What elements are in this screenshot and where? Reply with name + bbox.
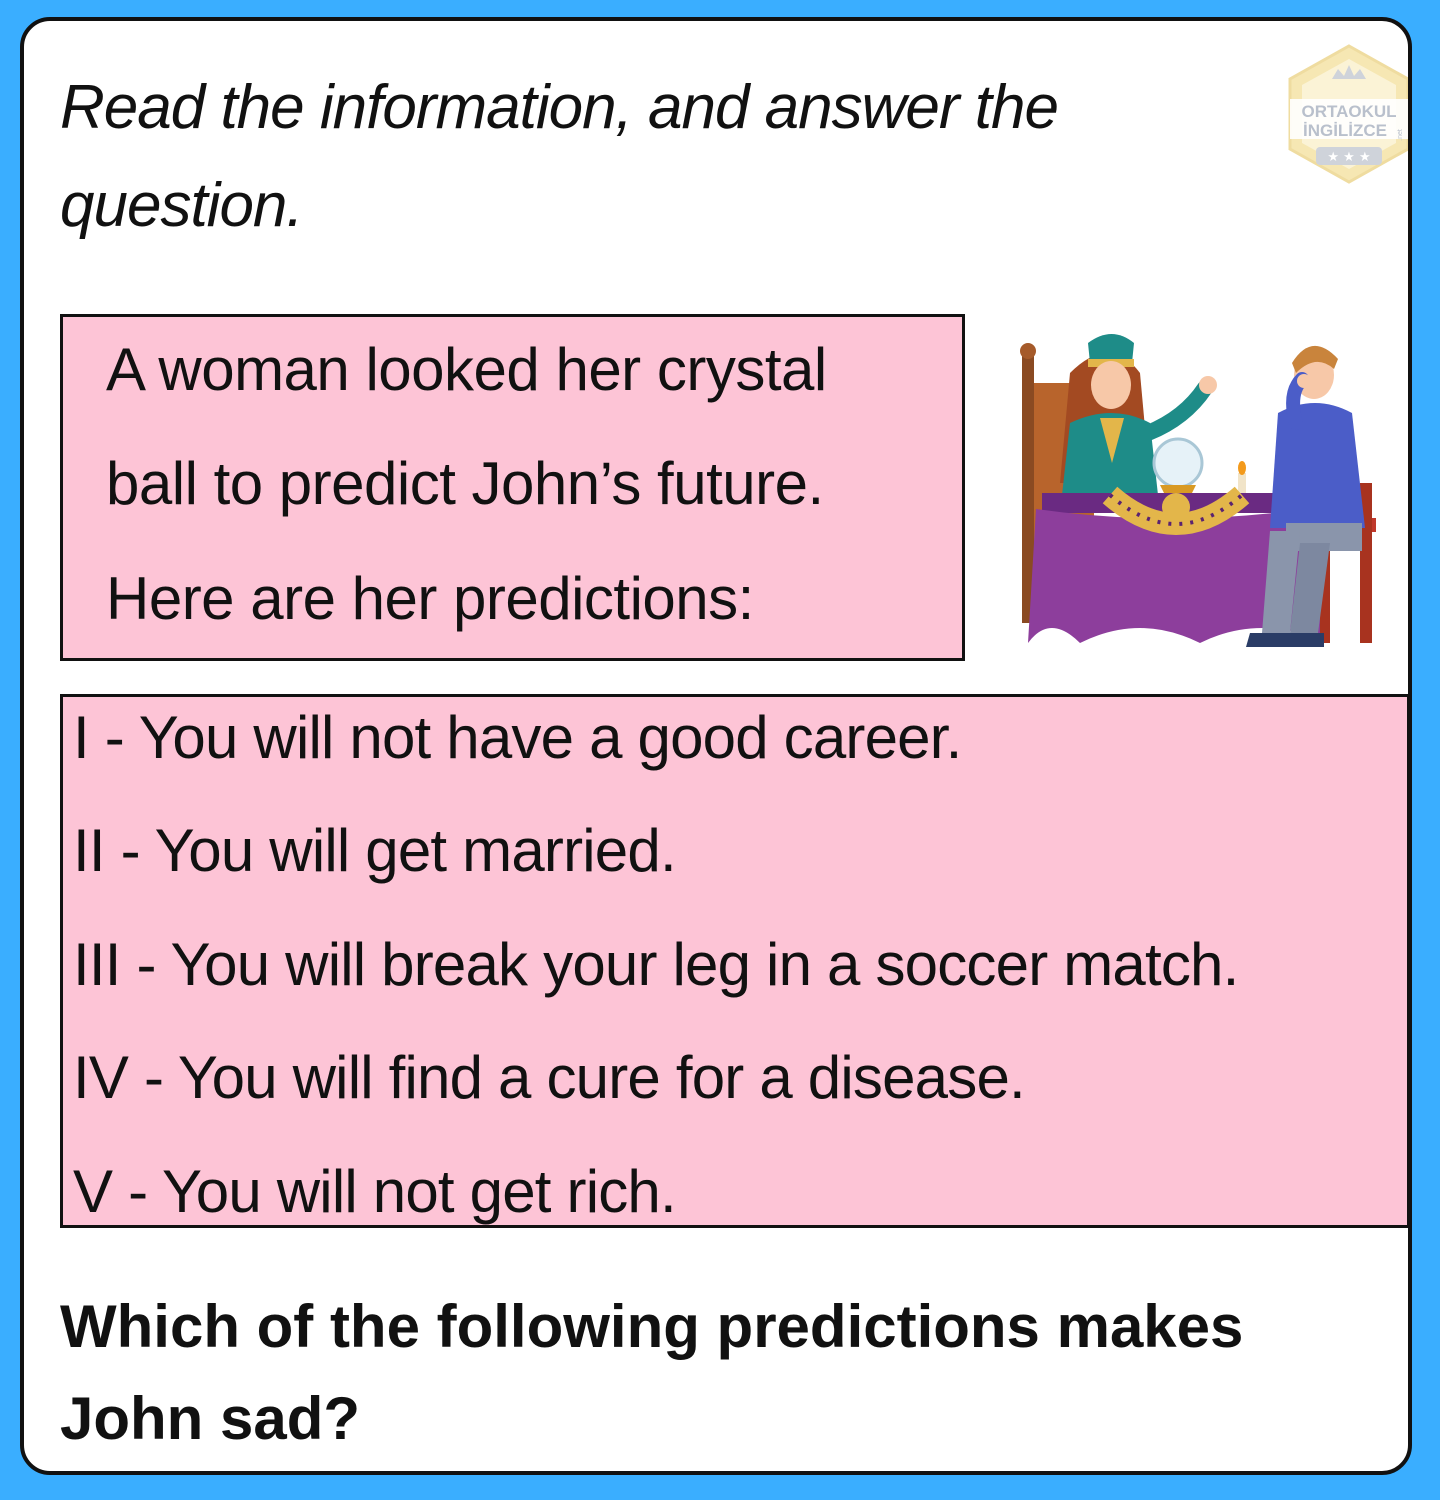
fortune-teller-illustration [1020,334,1376,647]
logo-stars-icon: ★ ★ ★ [1327,150,1370,165]
prediction-1: I - You will not have a good career. [73,704,962,771]
instruction-text: Read the information, and answer the que… [60,73,1059,240]
logo-line2: İNGİLİZCE [1303,121,1387,140]
logo-tag: .net [1397,129,1404,141]
info-box: A woman looked her crystal ball to predi… [60,314,965,661]
info-line-1: A woman looked her crystal [106,336,827,403]
logo-line1: ORTAOKUL [1301,102,1396,121]
predictions-box: I - You will not have a good career. II … [60,694,1408,1228]
prediction-3: III - You will break your leg in a socce… [73,931,1239,998]
prediction-5: V - You will not get rich. [73,1158,677,1225]
info-line-3: Here are her predictions: [106,565,754,632]
ortaokul-ingilizce-logo: ORTAOKUL İNGİLİZCE .net ★ ★ ★ [1288,44,1408,184]
prediction-2: II - You will get married. [73,817,677,884]
question-card: Read the information, and answer the que… [20,17,1412,1475]
prediction-4: IV - You will find a cure for a disease. [73,1044,1026,1111]
question-text: Which of the following predictions makes… [60,1293,1244,1452]
info-line-2: ball to predict John’s future. [106,450,824,517]
